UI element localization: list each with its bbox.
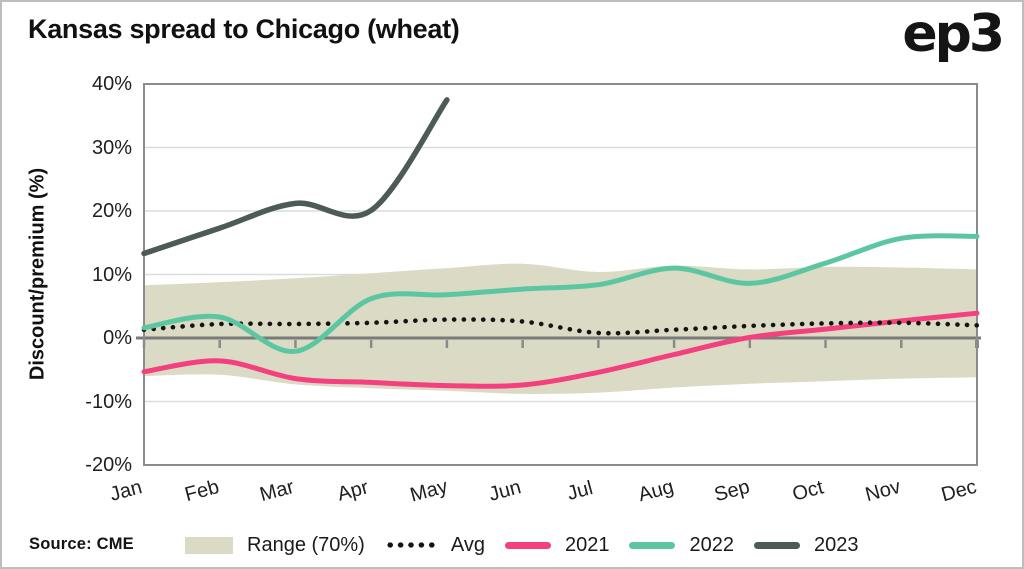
legend-2023-label: 2023 bbox=[814, 534, 865, 557]
legend: Range (70%) Avg 2021 2022 2023 bbox=[185, 529, 864, 561]
legend-2023-swatch bbox=[754, 542, 800, 549]
legend-avg-label: Avg bbox=[451, 534, 491, 557]
y-tick-label: 20% bbox=[60, 199, 132, 223]
y-tick-label: 0% bbox=[60, 326, 132, 350]
legend-range-label: Range (70%) bbox=[247, 534, 371, 557]
y-tick-label: -20% bbox=[60, 453, 132, 477]
legend-avg-swatch-dotted-line-icon bbox=[385, 542, 437, 548]
chart-canvas: Kansas spread to Chicago (wheat) ep3 Dis… bbox=[0, 0, 1024, 569]
legend-2022-label: 2022 bbox=[689, 534, 740, 557]
y-tick-label: 40% bbox=[60, 72, 132, 96]
y-tick-label: 10% bbox=[60, 263, 132, 287]
legend-range-swatch bbox=[185, 537, 233, 554]
source-note: Source: CME bbox=[29, 535, 134, 554]
y-tick-label: 30% bbox=[60, 136, 132, 160]
legend-2022-swatch bbox=[629, 542, 675, 549]
legend-2021-swatch bbox=[505, 542, 551, 549]
y-tick-label: -10% bbox=[60, 390, 132, 414]
legend-2021-label: 2021 bbox=[565, 534, 616, 557]
